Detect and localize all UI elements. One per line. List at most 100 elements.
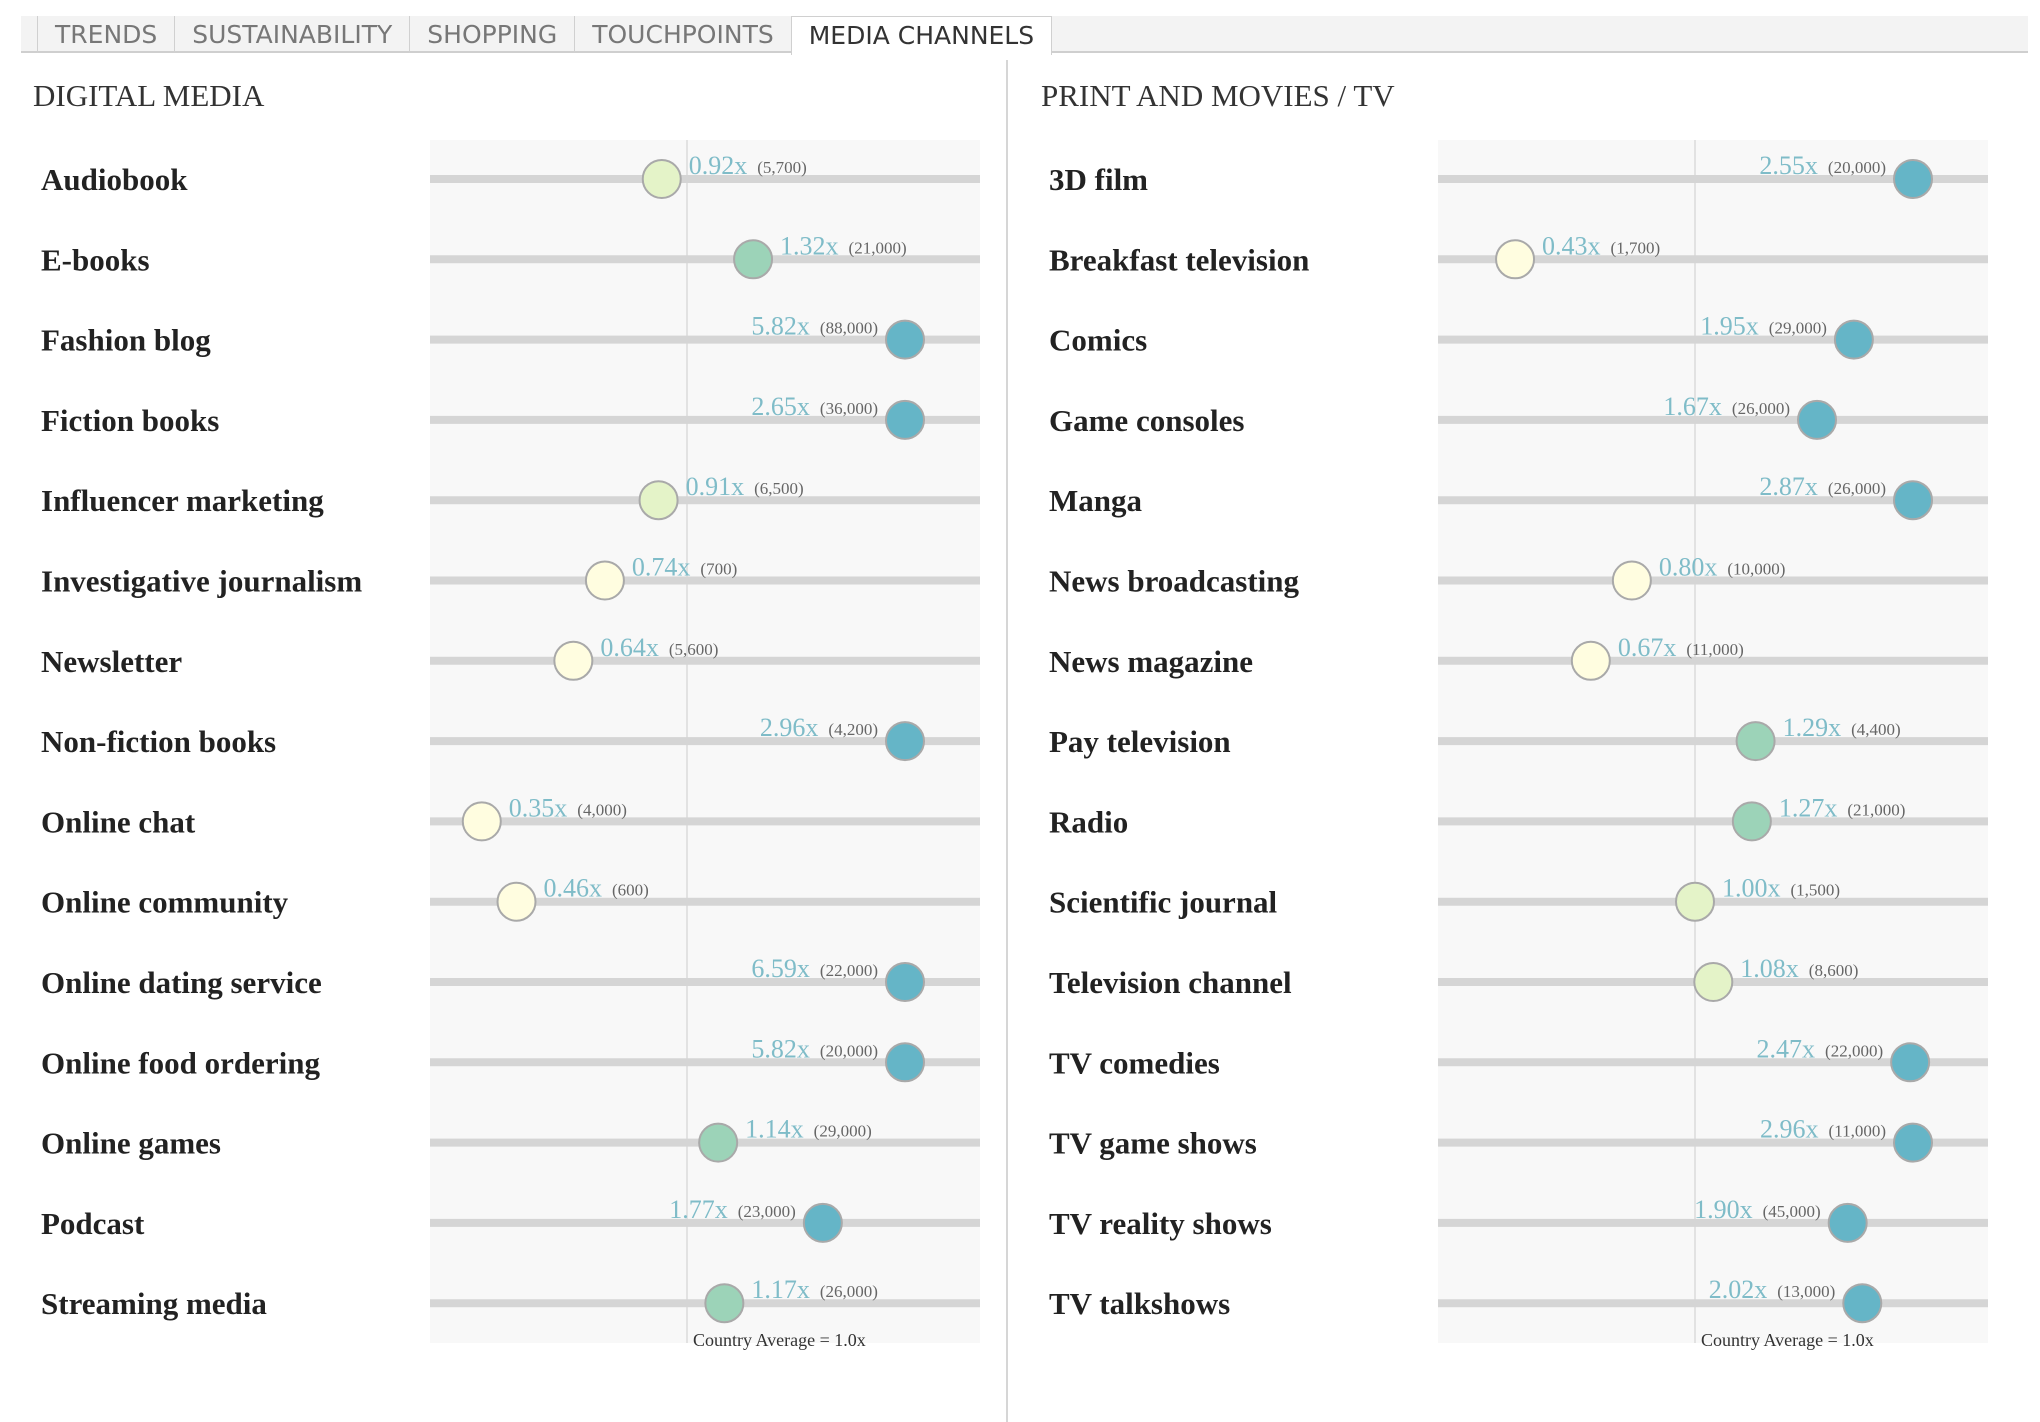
value-dot[interactable]: [496, 881, 537, 922]
chart-row[interactable]: Online chat 0.35x (4,000): [41, 793, 980, 842]
chart-row[interactable]: News broadcasting 0.80x (10,000): [1049, 553, 1988, 601]
value-dot[interactable]: [704, 1283, 745, 1324]
multiplier-label: 2.96x: [760, 713, 819, 742]
value-dot[interactable]: [584, 560, 625, 601]
value-dot[interactable]: [641, 159, 682, 199]
value-dot[interactable]: [885, 962, 925, 1002]
count-label: (5,600): [669, 640, 719, 659]
count-label: (29,000): [1769, 319, 1827, 338]
category-label: Online community: [41, 885, 289, 920]
count-label: (6,500): [754, 479, 804, 498]
count-label: (21,000): [849, 238, 907, 257]
panel-title-print-movies-tv: PRINT AND MOVIES / TV: [1041, 78, 1395, 113]
chart-row[interactable]: News magazine 0.67x (11,000): [1049, 633, 1988, 681]
value-dot[interactable]: [1675, 881, 1715, 922]
count-label: (45,000): [1763, 1202, 1821, 1221]
value-dot[interactable]: [698, 1122, 739, 1163]
tab-sustainability[interactable]: SUSTAINABILITY: [174, 16, 409, 53]
chart-row[interactable]: Newsletter 0.64x (5,600): [41, 633, 980, 681]
multiplier-label: 0.64x: [600, 633, 659, 662]
chart-row[interactable]: Breakfast television 0.43x (1,700): [1049, 231, 1988, 280]
chart-row[interactable]: Investigative journalism 0.74x (700): [41, 553, 980, 601]
value-dot[interactable]: [1893, 159, 1933, 199]
chart-row[interactable]: Television channel 1.08x (8,600): [1049, 954, 1988, 1002]
multiplier-label: 0.74x: [632, 553, 691, 582]
count-label: (26,000): [1732, 399, 1790, 418]
category-label: Streaming media: [41, 1286, 267, 1321]
chart-row[interactable]: TV talkshows 2.02x (13,000): [1049, 1275, 1988, 1324]
multiplier-label: 0.91x: [686, 472, 745, 501]
value-dot[interactable]: [553, 640, 594, 681]
tab-media-channels[interactable]: MEDIA CHANNELS: [790, 16, 1053, 55]
chart-row[interactable]: TV comedies 2.47x (22,000): [1049, 1034, 1988, 1083]
chart-row[interactable]: Manga 2.87x (26,000): [1049, 472, 1988, 521]
value-dot[interactable]: [1842, 1283, 1883, 1324]
value-dot[interactable]: [1735, 721, 1776, 762]
value-dot[interactable]: [461, 801, 502, 842]
chart-row[interactable]: Online community 0.46x (600): [41, 874, 980, 922]
value-dot[interactable]: [885, 319, 925, 360]
chart-row[interactable]: Influencer marketing 0.91x (6,500): [41, 472, 980, 521]
value-dot[interactable]: [1893, 480, 1933, 521]
value-dot[interactable]: [638, 480, 679, 521]
value-dot[interactable]: [1890, 1042, 1931, 1083]
count-label: (600): [612, 881, 649, 900]
chart-row[interactable]: Comics 1.95x (29,000): [1049, 312, 1988, 360]
chart-row[interactable]: Podcast 1.77x (23,000): [41, 1195, 980, 1243]
category-label: 3D film: [1049, 162, 1148, 197]
multiplier-label: 0.46x: [544, 874, 603, 903]
value-dot[interactable]: [1570, 640, 1611, 681]
tab-touchpoints[interactable]: TOUCHPOINTS: [574, 16, 790, 53]
multiplier-label: 0.43x: [1542, 231, 1601, 260]
chart-row[interactable]: Fiction books 2.65x (36,000): [41, 392, 980, 440]
value-dot[interactable]: [1833, 319, 1874, 360]
chart-row[interactable]: TV game shows 2.96x (11,000): [1049, 1115, 1988, 1163]
chart-row[interactable]: Game consoles 1.67x (26,000): [1049, 392, 1988, 440]
category-label: Online food ordering: [41, 1045, 321, 1080]
panel-digital-media: DIGITAL MEDIA Audiobook 0.92x (5,700) E-boo…: [0, 60, 1000, 1400]
panel-divider: [1006, 60, 1008, 1422]
value-dot[interactable]: [733, 239, 774, 280]
multiplier-label: 2.87x: [1759, 472, 1818, 501]
value-dot[interactable]: [802, 1202, 843, 1243]
tab-trends[interactable]: TRENDS: [37, 16, 174, 53]
chart-row[interactable]: Streaming media 1.17x (26,000): [41, 1275, 980, 1324]
category-label: Online dating service: [41, 965, 322, 1000]
count-label: (29,000): [814, 1122, 872, 1141]
value-dot[interactable]: [1693, 962, 1734, 1002]
chart-row[interactable]: Fashion blog 5.82x (88,000): [41, 312, 980, 360]
multiplier-label: 1.27x: [1779, 793, 1838, 822]
value-dot[interactable]: [1495, 239, 1536, 280]
multiplier-label: 5.82x: [751, 1034, 810, 1063]
category-label: Non-fiction books: [41, 724, 276, 759]
chart-row[interactable]: Radio 1.27x (21,000): [1049, 793, 1988, 842]
category-label: Online games: [41, 1126, 221, 1161]
chart-row[interactable]: Online games 1.14x (29,000): [41, 1115, 980, 1163]
count-label: (13,000): [1777, 1282, 1835, 1301]
multiplier-label: 1.29x: [1783, 713, 1842, 742]
tab-shopping[interactable]: SHOPPING: [409, 16, 574, 53]
value-dot[interactable]: [885, 721, 925, 762]
category-label: Breakfast television: [1049, 242, 1309, 277]
category-label: News magazine: [1049, 644, 1253, 679]
chart-row[interactable]: Pay television 1.29x (4,400): [1049, 713, 1988, 762]
chart-row[interactable]: TV reality shows 1.90x (45,000): [1049, 1195, 1988, 1243]
chart-row[interactable]: Audiobook 0.92x (5,700): [41, 151, 980, 199]
category-label: Scientific journal: [1049, 885, 1278, 920]
chart-row[interactable]: Online food ordering 5.82x (20,000): [41, 1034, 980, 1083]
count-label: (11,000): [1686, 640, 1743, 659]
value-dot[interactable]: [1611, 560, 1652, 601]
value-dot[interactable]: [885, 1042, 925, 1083]
chart-row[interactable]: E-books 1.32x (21,000): [41, 231, 980, 280]
chart-row[interactable]: 3D film 2.55x (20,000): [1049, 151, 1988, 199]
chart-row[interactable]: Non-fiction books 2.96x (4,200): [41, 713, 980, 762]
value-dot[interactable]: [1893, 1122, 1933, 1163]
category-label: Manga: [1049, 483, 1143, 518]
value-dot[interactable]: [1731, 801, 1772, 842]
value-dot[interactable]: [1797, 399, 1838, 440]
chart-row[interactable]: Online dating service 6.59x (22,000): [41, 954, 980, 1002]
value-dot[interactable]: [1827, 1202, 1868, 1243]
value-dot[interactable]: [885, 399, 925, 440]
count-label: (21,000): [1847, 800, 1905, 819]
chart-row[interactable]: Scientific journal 1.00x (1,500): [1049, 874, 1988, 922]
